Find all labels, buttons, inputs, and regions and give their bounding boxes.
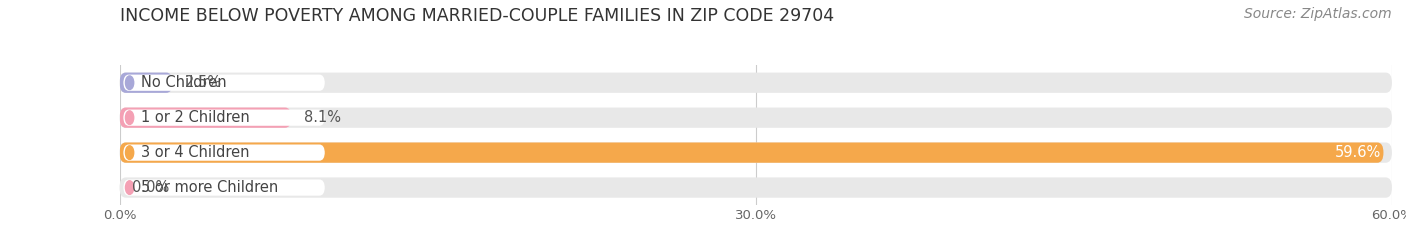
FancyBboxPatch shape bbox=[120, 73, 1392, 93]
Text: Source: ZipAtlas.com: Source: ZipAtlas.com bbox=[1244, 7, 1392, 21]
FancyBboxPatch shape bbox=[120, 142, 1384, 163]
Text: 2.5%: 2.5% bbox=[186, 75, 222, 90]
FancyBboxPatch shape bbox=[120, 108, 291, 128]
Text: No Children: No Children bbox=[141, 75, 226, 90]
Circle shape bbox=[125, 111, 134, 124]
Text: 1 or 2 Children: 1 or 2 Children bbox=[141, 110, 250, 125]
Text: 0.0%: 0.0% bbox=[132, 180, 170, 195]
FancyBboxPatch shape bbox=[124, 144, 325, 161]
FancyBboxPatch shape bbox=[120, 73, 173, 93]
Circle shape bbox=[125, 181, 134, 194]
FancyBboxPatch shape bbox=[124, 179, 325, 196]
FancyBboxPatch shape bbox=[124, 110, 325, 126]
FancyBboxPatch shape bbox=[120, 142, 1392, 163]
Text: INCOME BELOW POVERTY AMONG MARRIED-COUPLE FAMILIES IN ZIP CODE 29704: INCOME BELOW POVERTY AMONG MARRIED-COUPL… bbox=[120, 7, 834, 25]
FancyBboxPatch shape bbox=[120, 178, 1392, 198]
FancyBboxPatch shape bbox=[124, 75, 325, 91]
Text: 5 or more Children: 5 or more Children bbox=[141, 180, 278, 195]
Circle shape bbox=[125, 76, 134, 89]
FancyBboxPatch shape bbox=[120, 108, 1392, 128]
Text: 3 or 4 Children: 3 or 4 Children bbox=[141, 145, 250, 160]
Circle shape bbox=[125, 146, 134, 159]
Text: 8.1%: 8.1% bbox=[304, 110, 342, 125]
Text: 59.6%: 59.6% bbox=[1336, 145, 1381, 160]
